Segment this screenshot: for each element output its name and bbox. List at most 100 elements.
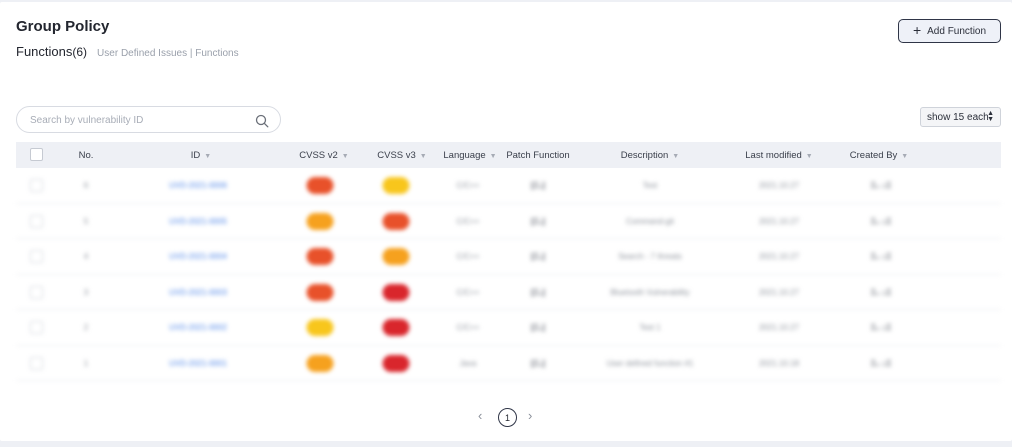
sort-icon: ▼ <box>901 153 909 160</box>
cell-no: 2 <box>83 323 89 332</box>
cell-created-by: Ξ₁ ⌂Ξ <box>870 358 892 368</box>
cell-id-link[interactable]: UVD-2021-0003 <box>169 287 227 297</box>
cell-description: Test 1 <box>639 323 661 332</box>
cell-patch-function: [Ξ₁] <box>531 216 545 226</box>
row-checkbox[interactable] <box>30 356 43 370</box>
table-header: No. ID ▼ CVSS v2 ▼ CVSS v3 ▼ Language ▼ Patc… <box>16 142 1001 168</box>
row-checkbox[interactable] <box>30 179 43 192</box>
row-checkbox[interactable] <box>30 250 43 263</box>
cell-id-link[interactable]: UVD-2021-0005 <box>169 216 227 226</box>
search-input[interactable] <box>30 112 250 128</box>
col-language[interactable]: Language ▼ <box>443 150 497 161</box>
sort-icon: ▼ <box>805 153 813 160</box>
subtitle-row: Functions (6) User Defined Issues | Func… <box>16 44 239 59</box>
col-last-modified[interactable]: Last modified ▼ <box>745 150 813 161</box>
cell-last-modified: 2021.10.27 <box>758 252 800 261</box>
prev-page-icon[interactable]: ‹ <box>478 408 483 423</box>
cvss-v2-badge <box>306 354 334 372</box>
cvss-v2-badge <box>306 319 334 336</box>
search-icon[interactable] <box>255 114 269 128</box>
cvss-v2-badge <box>306 283 334 301</box>
cell-last-modified: 2021.10.27 <box>758 287 800 297</box>
table-row[interactable]: 3 UVD-2021-0003 C/C++ [Ξ₁] Bluetooth Vul… <box>16 275 1001 310</box>
cell-created-by: Ξ₁ ⌂Ξ <box>870 323 892 332</box>
cell-language: C/C++ <box>456 323 480 332</box>
select-arrows-icon: ▲ ▼ <box>987 110 994 123</box>
table-row[interactable]: 6 UVD-2021-0006 C/C++ [Ξ₁] Test 2021.10.… <box>16 168 1001 204</box>
function-count: (6) <box>72 45 88 59</box>
cell-description: Bluetooth Vulnerability <box>610 287 690 297</box>
cell-id-link[interactable]: UVD-2021-0002 <box>169 323 227 332</box>
table-row[interactable]: 1 UVD-2021-0001 Java [Ξ₁] User defined f… <box>16 346 1001 381</box>
cell-patch-function: [Ξ₁] <box>531 323 545 332</box>
plus-icon: + <box>912 22 922 38</box>
cell-language: C/C++ <box>456 181 480 190</box>
col-patch-function: Patch Function <box>506 150 570 161</box>
col-cvss-v3[interactable]: CVSS v3 ▼ <box>377 150 427 161</box>
cvss-v2-badge <box>306 177 334 194</box>
table-row[interactable]: 2 UVD-2021-0002 C/C++ [Ξ₁] Test 1 2021.1… <box>16 310 1001 346</box>
cell-id-link[interactable]: UVD-2021-0001 <box>169 358 227 368</box>
col-id[interactable]: ID ▼ <box>190 150 212 161</box>
cell-no: 5 <box>83 216 89 226</box>
col-cvss-v2[interactable]: CVSS v2 ▼ <box>299 150 349 161</box>
cell-last-modified: 2021.10.27 <box>758 323 800 332</box>
page-title: Group Policy <box>16 18 110 35</box>
cell-patch-function: [Ξ₁] <box>531 252 545 261</box>
select-all-checkbox[interactable] <box>30 148 43 161</box>
sort-icon: ▼ <box>419 153 427 160</box>
cvss-v3-badge <box>382 354 410 372</box>
cell-no: 4 <box>83 252 89 261</box>
cvss-v3-badge <box>382 177 410 194</box>
cell-id-link[interactable]: UVD-2021-0006 <box>169 181 227 190</box>
sort-icon: ▼ <box>672 153 680 160</box>
page-size-select[interactable]: show 15 each ▲ ▼ <box>920 107 1001 127</box>
page-number-current[interactable]: 1 <box>498 408 517 427</box>
cell-created-by: Ξ₁ ⌂Ξ <box>870 181 892 190</box>
breadcrumb: User Defined Issues | Functions <box>97 48 239 59</box>
cell-language: Java <box>459 358 477 368</box>
cvss-v2-badge <box>306 212 334 230</box>
cell-last-modified: 2021.10.18 <box>758 358 800 368</box>
cell-created-by: Ξ₁ ⌂Ξ <box>870 216 892 226</box>
cvss-v3-badge <box>382 212 410 230</box>
col-description[interactable]: Description ▼ <box>620 150 680 161</box>
cell-language: C/C++ <box>456 287 480 297</box>
cell-no: 3 <box>83 287 89 297</box>
section-title: Functions <box>16 44 73 59</box>
cell-id-link[interactable]: UVD-2021-0004 <box>169 252 227 261</box>
search-box <box>16 106 281 133</box>
row-checkbox[interactable] <box>30 214 43 228</box>
cell-no: 1 <box>83 358 89 368</box>
cell-last-modified: 2021.10.27 <box>758 216 800 226</box>
cvss-v3-badge <box>382 283 410 301</box>
sort-icon: ▼ <box>341 153 349 160</box>
cell-description: User defined function #1 <box>606 358 694 368</box>
table-body: 6 UVD-2021-0006 C/C++ [Ξ₁] Test 2021.10.… <box>16 168 1001 381</box>
cvss-v2-badge <box>306 248 334 265</box>
cell-description: Search - 7 threats <box>618 252 682 261</box>
cvss-v3-badge <box>382 319 410 336</box>
cvss-v3-badge <box>382 248 410 265</box>
cell-language: C/C++ <box>456 216 480 226</box>
cell-language: C/C++ <box>456 252 480 261</box>
pagination: ‹ 1 › <box>470 406 550 428</box>
cell-no: 6 <box>83 181 89 190</box>
cell-patch-function: [Ξ₁] <box>531 358 545 368</box>
col-created-by[interactable]: Created By ▼ <box>849 150 909 161</box>
table-row[interactable]: 4 UVD-2021-0004 C/C++ [Ξ₁] Search - 7 th… <box>16 239 1001 275</box>
add-function-button[interactable]: + Add Function <box>898 19 1001 43</box>
cell-created-by: Ξ₁ ⌂Ξ <box>870 252 892 261</box>
row-checkbox[interactable] <box>30 285 43 299</box>
sort-icon: ▼ <box>489 153 497 160</box>
cell-description: Command-git <box>625 216 675 226</box>
table-row[interactable]: 5 UVD-2021-0005 C/C++ [Ξ₁] Command-git 2… <box>16 204 1001 239</box>
next-page-icon[interactable]: › <box>528 408 533 423</box>
cell-patch-function: [Ξ₁] <box>531 181 545 190</box>
cell-description: Test <box>642 181 658 190</box>
row-checkbox[interactable] <box>30 321 43 334</box>
add-function-label: Add Function <box>927 25 987 37</box>
sort-icon: ▼ <box>204 153 212 160</box>
page-size-value: show 15 each <box>927 111 989 123</box>
